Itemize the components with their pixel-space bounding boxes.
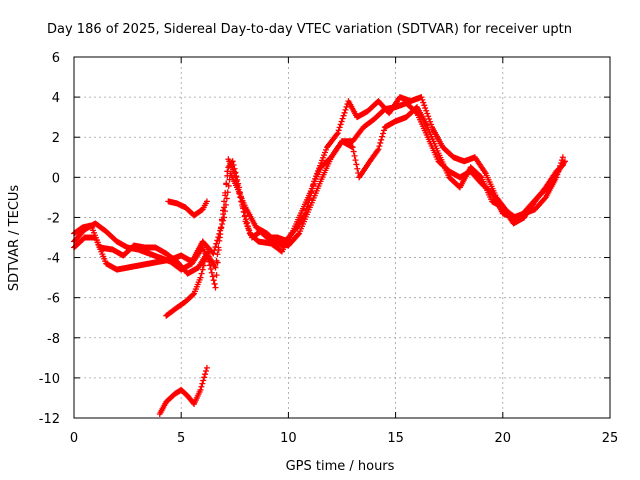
x-tick-label: 0: [70, 431, 78, 446]
x-tick-label: 5: [177, 431, 185, 446]
data-markers: [71, 94, 568, 417]
y-tick-label: -10: [39, 372, 60, 387]
plus-markers: [165, 198, 210, 219]
x-tick-label: 15: [387, 431, 404, 446]
y-tick-label: 0: [52, 171, 60, 186]
x-tick-label: 25: [602, 431, 619, 446]
series-short-segment-1: [165, 198, 210, 219]
grid-lines: [74, 57, 610, 418]
plus-markers: [156, 364, 210, 417]
x-tick-label: 20: [495, 431, 512, 446]
y-tick-label: -4: [47, 252, 60, 267]
y-tick-label: 2: [52, 131, 60, 146]
y-tick-label: -2: [47, 211, 60, 226]
y-tick-label: -8: [47, 332, 60, 347]
series-short-segment-3: [156, 364, 210, 417]
chart-title: Day 186 of 2025, Sidereal Day-to-day VTE…: [47, 22, 572, 37]
y-tick-label: -6: [47, 292, 60, 307]
x-tick-label: 10: [280, 431, 297, 446]
y-axis-label: SDTVAR / TECUs: [7, 185, 22, 292]
y-tick-label: 4: [52, 91, 60, 106]
y-tick-label: -12: [39, 412, 60, 427]
series-short-segment-2: [163, 246, 213, 319]
plus-markers: [163, 246, 213, 319]
y-tick-label: 6: [52, 51, 60, 66]
tick-labels: 0 5 10 15 20 25 -12 -10 -8 -6 -4 -2 0 2 4 6: [39, 51, 619, 446]
axis-ticks: [73, 56, 611, 419]
plot-frame: [73, 56, 611, 419]
x-axis-label: GPS time / hours: [286, 459, 395, 474]
